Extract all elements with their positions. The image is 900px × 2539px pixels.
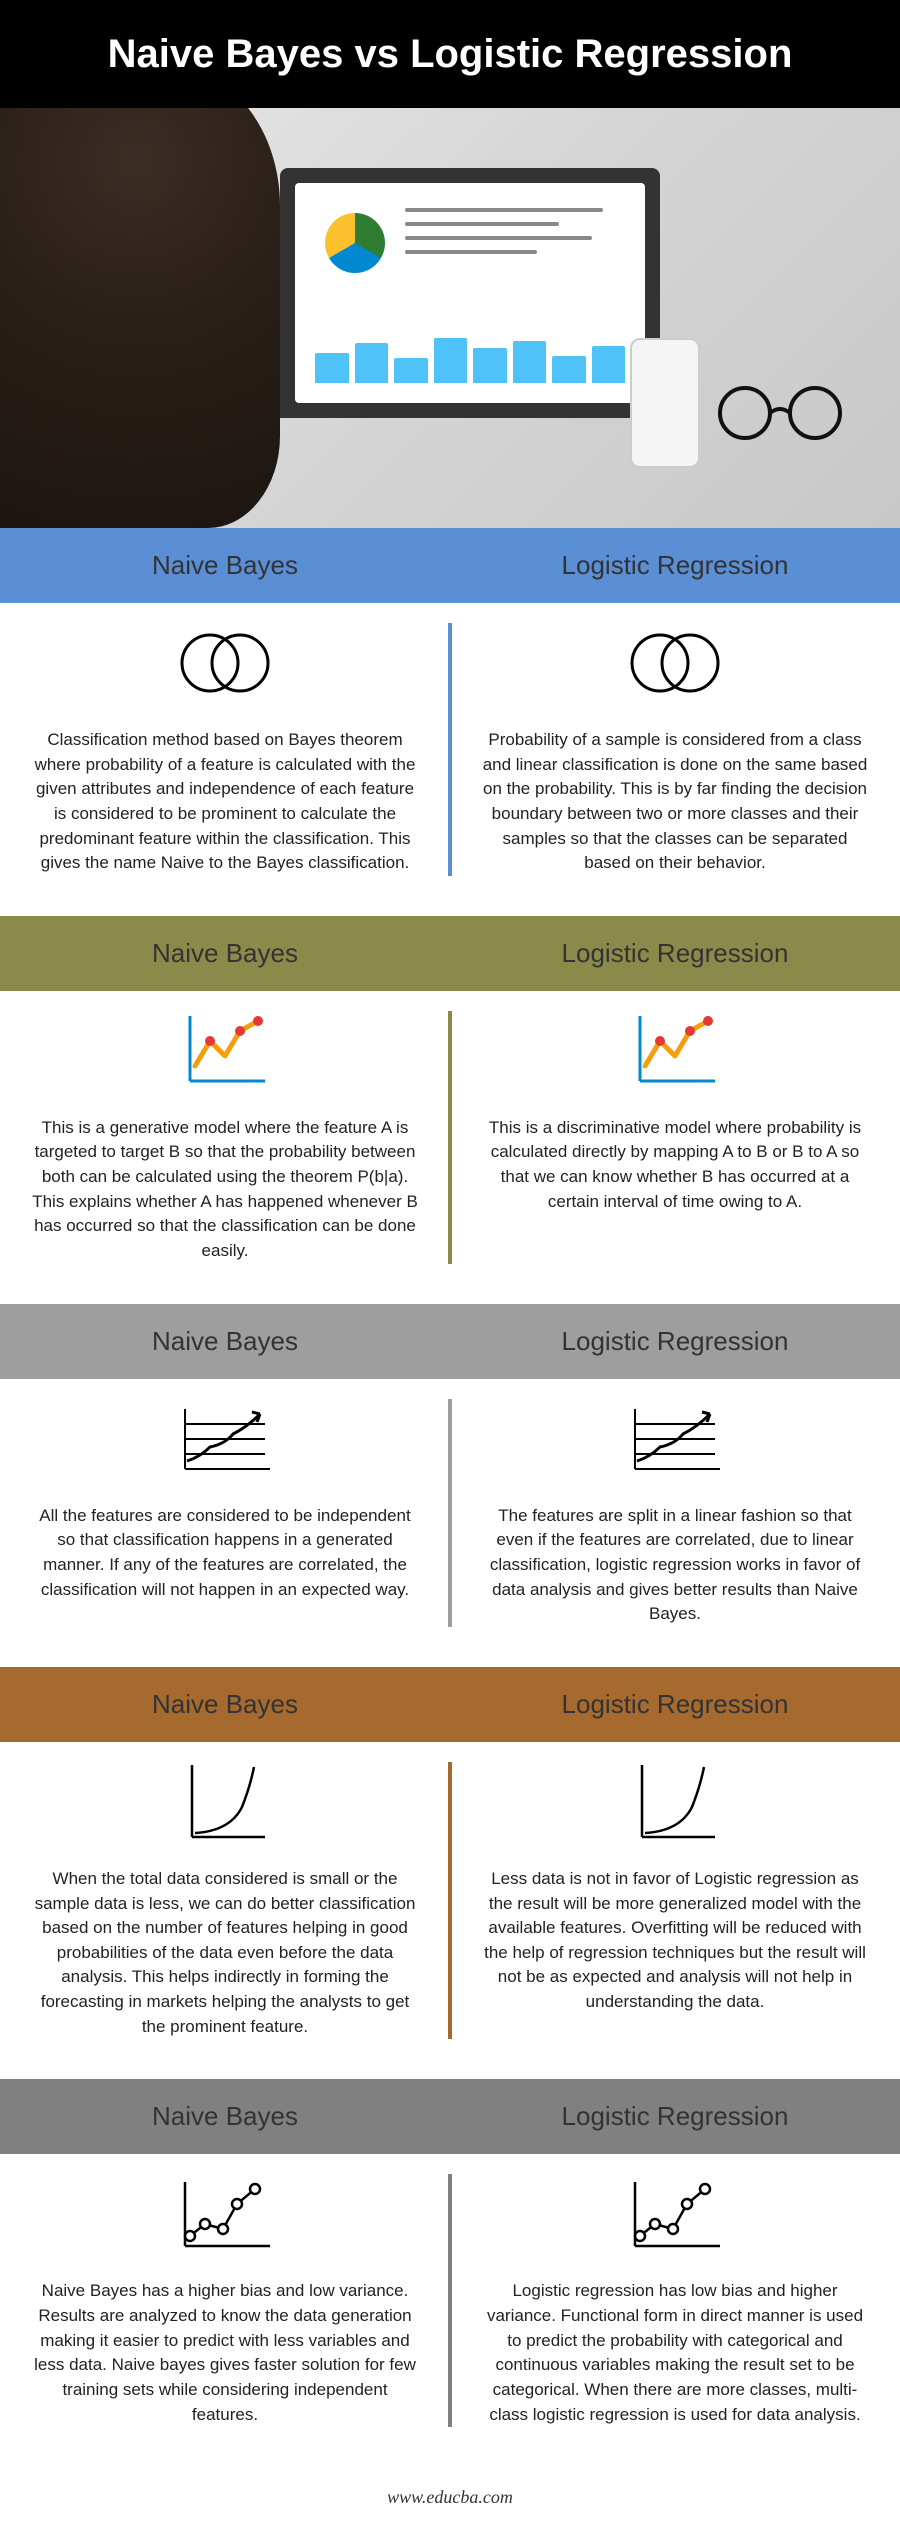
curve-icon bbox=[30, 1752, 420, 1852]
col-left: All the features are considered to be in… bbox=[0, 1389, 450, 1627]
zigzag-icon bbox=[30, 1001, 420, 1101]
nb-desc: Classification method based on Bayes the… bbox=[30, 728, 420, 876]
section-body: All the features are considered to be in… bbox=[0, 1379, 900, 1667]
nb-desc: Naive Bayes has a higher bias and low va… bbox=[30, 2279, 420, 2427]
footer-url: www.educba.com bbox=[0, 2467, 900, 2528]
col-header-left: Naive Bayes bbox=[0, 528, 450, 603]
section-body: This is a generative model where the fea… bbox=[0, 991, 900, 1304]
page-title: Naive Bayes vs Logistic Regression bbox=[0, 0, 900, 108]
col-header-left: Naive Bayes bbox=[0, 916, 450, 991]
lr-desc: Probability of a sample is considered fr… bbox=[480, 728, 870, 876]
col-left: When the total data considered is small … bbox=[0, 1752, 450, 2039]
scatter-line-icon bbox=[30, 2164, 420, 2264]
scatter-line-icon bbox=[480, 2164, 870, 2264]
section-body: Naive Bayes has a higher bias and low va… bbox=[0, 2154, 900, 2467]
lr-desc: The features are split in a linear fashi… bbox=[480, 1504, 870, 1627]
col-right: Less data is not in favor of Logistic re… bbox=[450, 1752, 900, 2039]
section-header: Naive BayesLogistic Regression bbox=[0, 916, 900, 991]
section-header: Naive BayesLogistic Regression bbox=[0, 2079, 900, 2154]
col-header-right: Logistic Regression bbox=[450, 2079, 900, 2154]
col-header-left: Naive Bayes bbox=[0, 2079, 450, 2154]
col-header-right: Logistic Regression bbox=[450, 528, 900, 603]
col-right: The features are split in a linear fashi… bbox=[450, 1389, 900, 1627]
growth-grid-icon bbox=[30, 1389, 420, 1489]
section-header: Naive BayesLogistic Regression bbox=[0, 1304, 900, 1379]
col-right: Probability of a sample is considered fr… bbox=[450, 613, 900, 876]
venn-icon bbox=[480, 613, 870, 713]
col-header-left: Naive Bayes bbox=[0, 1667, 450, 1742]
section-body: Classification method based on Bayes the… bbox=[0, 603, 900, 916]
col-right: Logistic regression has low bias and hig… bbox=[450, 2164, 900, 2427]
lr-desc: Logistic regression has low bias and hig… bbox=[480, 2279, 870, 2427]
nb-desc: This is a generative model where the fea… bbox=[30, 1116, 420, 1264]
hero-image bbox=[0, 108, 900, 528]
section-header: Naive BayesLogistic Regression bbox=[0, 528, 900, 603]
growth-grid-icon bbox=[480, 1389, 870, 1489]
venn-icon bbox=[30, 613, 420, 713]
col-header-right: Logistic Regression bbox=[450, 1304, 900, 1379]
nb-desc: All the features are considered to be in… bbox=[30, 1504, 420, 1603]
col-header-right: Logistic Regression bbox=[450, 916, 900, 991]
col-left: This is a generative model where the fea… bbox=[0, 1001, 450, 1264]
col-header-left: Naive Bayes bbox=[0, 1304, 450, 1379]
zigzag-icon bbox=[480, 1001, 870, 1101]
col-right: This is a discriminative model where pro… bbox=[450, 1001, 900, 1264]
col-left: Classification method based on Bayes the… bbox=[0, 613, 450, 876]
nb-desc: When the total data considered is small … bbox=[30, 1867, 420, 2039]
lr-desc: Less data is not in favor of Logistic re… bbox=[480, 1867, 870, 2015]
col-header-right: Logistic Regression bbox=[450, 1667, 900, 1742]
section-body: When the total data considered is small … bbox=[0, 1742, 900, 2079]
col-left: Naive Bayes has a higher bias and low va… bbox=[0, 2164, 450, 2427]
curve-icon bbox=[480, 1752, 870, 1852]
section-header: Naive BayesLogistic Regression bbox=[0, 1667, 900, 1742]
lr-desc: This is a discriminative model where pro… bbox=[480, 1116, 870, 1215]
